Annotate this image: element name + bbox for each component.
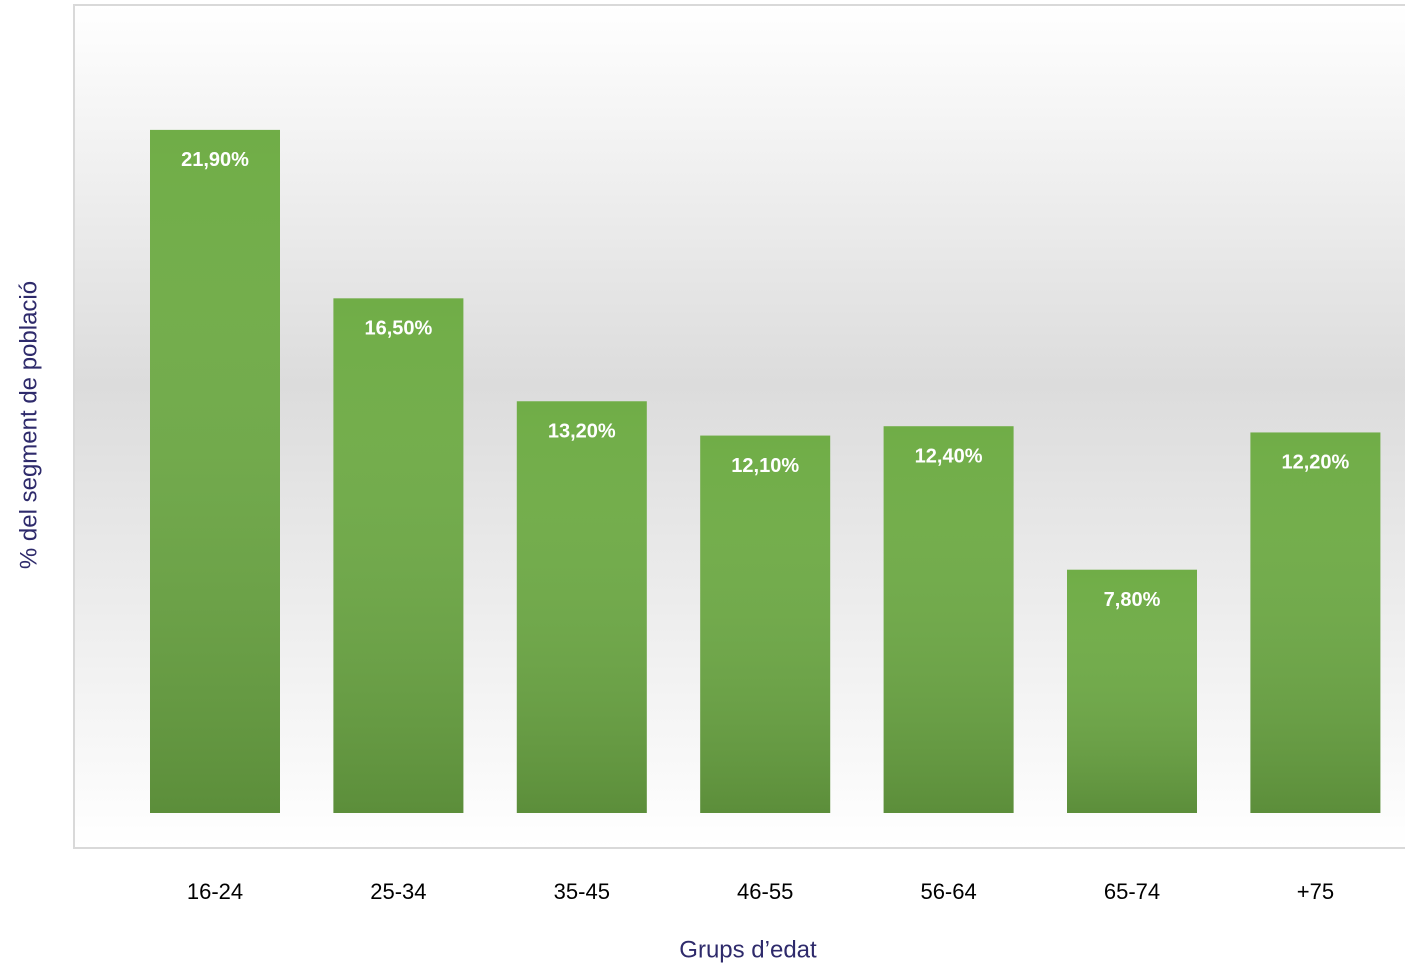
x-tick-label: 46-55 xyxy=(737,879,793,904)
bar-shade xyxy=(150,129,280,814)
x-tick-label: 25-34 xyxy=(370,879,426,904)
data-label: 21,90% xyxy=(181,149,249,171)
x-tick-label: 35-45 xyxy=(554,879,610,904)
data-label: 12,40% xyxy=(915,445,983,467)
data-label: 13,20% xyxy=(548,421,616,443)
x-tick-label: +75 xyxy=(1297,879,1334,904)
data-label: 12,10% xyxy=(731,455,799,477)
x-tick-label: 65-74 xyxy=(1104,879,1160,904)
bar-shade xyxy=(883,426,1014,813)
data-label: 7,80% xyxy=(1104,589,1161,611)
data-label: 16,50% xyxy=(364,318,432,340)
bar-shade xyxy=(700,435,831,813)
x-axis-title: Grups d’edat xyxy=(679,936,817,963)
data-label: 12,20% xyxy=(1281,452,1349,474)
bar-shade xyxy=(1250,432,1381,813)
bar-shade xyxy=(1067,569,1197,813)
y-axis-title: % del segment de població xyxy=(15,281,42,569)
x-tick-label: 56-64 xyxy=(920,879,976,904)
bar-shade xyxy=(333,298,464,814)
x-tick-label: 16-24 xyxy=(187,879,243,904)
bar-shade xyxy=(516,401,647,813)
